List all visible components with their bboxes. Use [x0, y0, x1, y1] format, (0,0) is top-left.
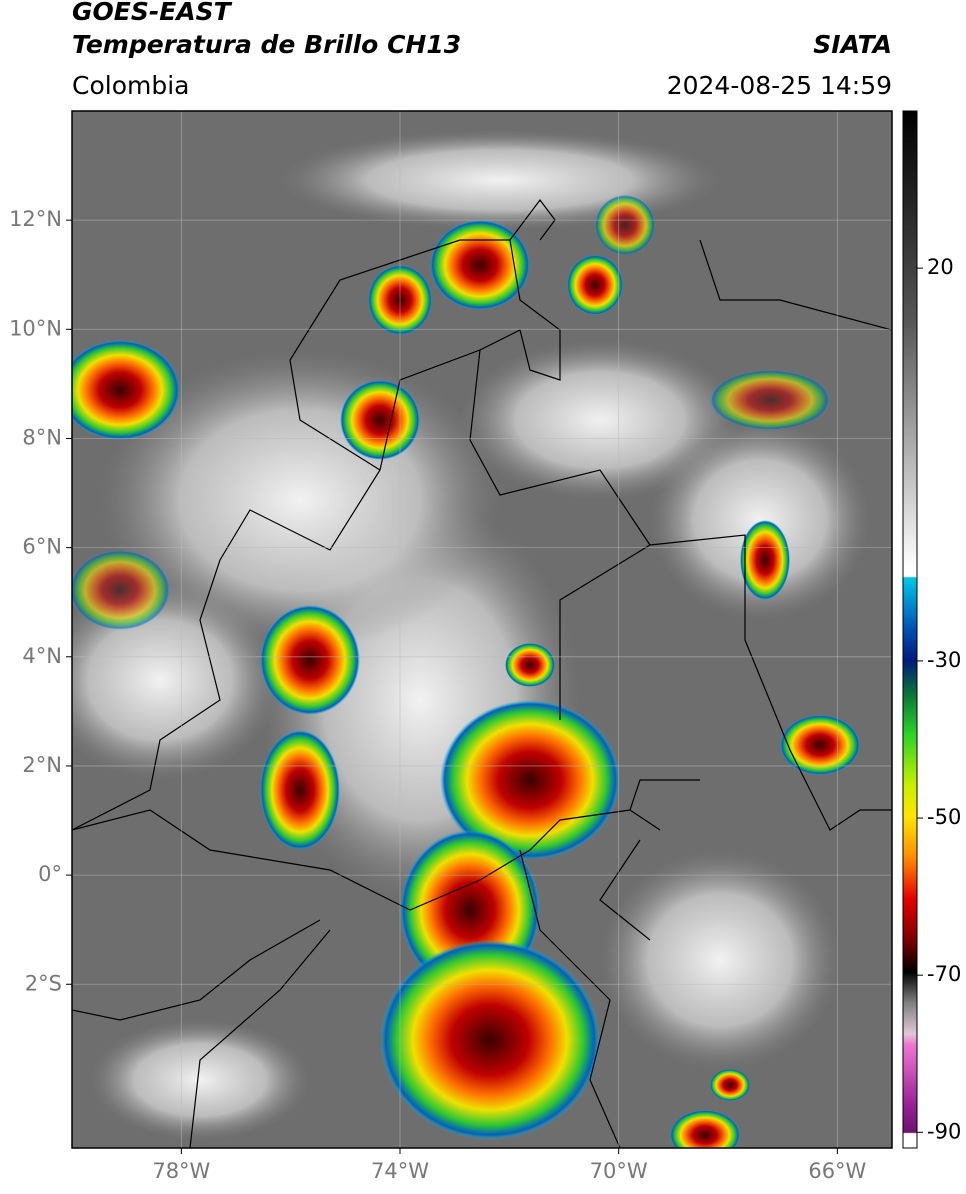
x-tick-label: 74°W [371, 1159, 429, 1183]
title: GOES-EAST [72, 0, 233, 26]
source: SIATA [813, 30, 892, 59]
colorbar-tick-label: -50 [927, 805, 961, 829]
x-tick-label: 78°W [152, 1159, 210, 1183]
datetime: 2024-08-25 14:59 [667, 71, 892, 100]
colorbar-tick-label: -30 [927, 648, 961, 672]
y-tick-label: 10°N [9, 316, 62, 340]
y-tick-label: 8°N [22, 425, 62, 449]
y-tick-label: 6°N [22, 535, 62, 559]
colorbar [902, 110, 918, 1149]
y-tick-label: 12°N [9, 207, 62, 231]
y-tick-label: 2°S [25, 971, 62, 995]
y-tick-label: 0° [38, 862, 62, 886]
y-tick-label: 2°N [22, 753, 62, 777]
x-tick-label: 66°W [808, 1159, 866, 1183]
y-tick-label: 4°N [22, 644, 62, 668]
x-tick-label: 70°W [590, 1159, 648, 1183]
colorbar-tick-label: -90 [927, 1119, 961, 1143]
satellite-image [72, 111, 892, 1148]
colorbar-tick-label: 20 [927, 255, 954, 279]
subtitle: Temperatura de Brillo CH13 [72, 30, 461, 59]
colorbar-tick-label: -70 [927, 962, 961, 986]
map-frame [71, 110, 893, 1149]
region: Colombia [72, 71, 189, 100]
